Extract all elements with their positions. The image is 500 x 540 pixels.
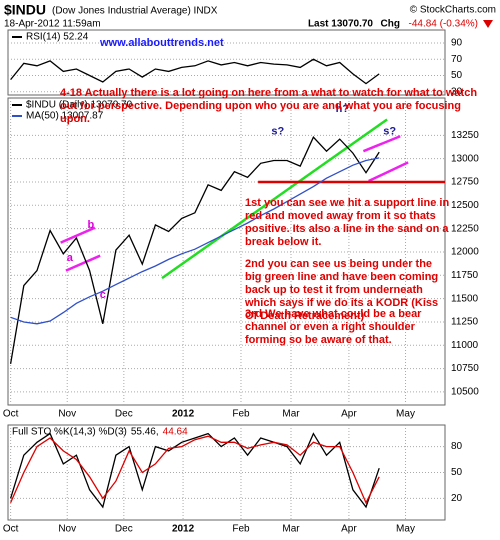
- y-tick-label: 30: [451, 86, 463, 97]
- y-tick-label: 12500: [451, 200, 479, 211]
- x-tick-label: Apr: [341, 409, 357, 420]
- copyright: © StockCharts.com: [410, 5, 496, 16]
- y-tick-label: 10500: [451, 387, 479, 398]
- legend-label: $INDU (Daily) 13070.70: [26, 100, 133, 111]
- y-tick-label: 80: [451, 441, 463, 452]
- y-tick-label: 11250: [451, 317, 479, 328]
- legend-label: 55.46,: [131, 427, 159, 438]
- annotation-line: [368, 161, 409, 183]
- series-line: [10, 435, 380, 505]
- annotation-label: b: [88, 219, 95, 231]
- y-tick-label: 50: [451, 70, 463, 81]
- down-arrow: [483, 20, 493, 28]
- instrument-name: (Dow Jones Industrial Average) INDX: [52, 6, 218, 17]
- annotation-label: h?: [336, 103, 350, 115]
- x-tick-label: Feb: [232, 524, 250, 535]
- x-tick-label: Mar: [282, 524, 300, 535]
- y-tick-label: 12750: [451, 177, 479, 188]
- symbol: $INDU: [4, 2, 46, 18]
- x-tick-label: Nov: [58, 524, 76, 535]
- x-tick-label: Apr: [341, 524, 357, 535]
- x-tick-label: Dec: [115, 409, 133, 420]
- y-tick-label: 90: [451, 38, 463, 49]
- panel-frame: [7, 29, 446, 96]
- x-tick-label: Mar: [282, 409, 300, 420]
- y-tick-label: 70: [451, 54, 463, 65]
- y-tick-label: 11000: [451, 340, 479, 351]
- y-tick-label: 11750: [451, 270, 479, 281]
- y-tick-label: 50: [451, 467, 463, 478]
- annotation-line: [65, 254, 101, 272]
- x-tick-label: Oct: [3, 524, 19, 535]
- y-tick-label: 13000: [451, 153, 479, 164]
- annotation-label: s?: [383, 125, 396, 137]
- note: 1st you can see we hit a support line in…: [245, 197, 450, 248]
- change-label: Chg: [381, 19, 400, 30]
- x-tick-label: Oct: [3, 409, 19, 420]
- x-tick-label: Feb: [232, 409, 250, 420]
- y-tick-label: 12250: [451, 223, 479, 234]
- panel-title: Full STO %K(14,3) %D(3): [12, 427, 127, 438]
- change-value: -44.84 (-0.34%): [409, 19, 478, 30]
- annotation-line: [362, 135, 401, 153]
- legend-label: RSI(14) 52.24: [26, 32, 89, 43]
- x-tick-label: May: [396, 524, 415, 535]
- x-tick-label: 2012: [172, 524, 195, 535]
- y-tick-label: 11500: [451, 293, 479, 304]
- note: 2nd you can see us being under the big g…: [245, 258, 439, 322]
- annotation-line: [60, 226, 96, 244]
- x-tick-label: May: [396, 409, 415, 420]
- last-price: Last 13070.70: [308, 19, 373, 30]
- series-line: [10, 58, 380, 85]
- note: 3rd We have what could be a bear channel…: [245, 308, 422, 346]
- note: 4-18 Actually there is a lot going on he…: [60, 87, 478, 125]
- annotation-label: s?: [271, 125, 284, 137]
- y-tick-label: 20: [451, 493, 463, 504]
- annotation-line: [161, 118, 388, 280]
- series-line: [10, 157, 380, 325]
- y-tick-label: 13250: [451, 130, 479, 141]
- series-line: [9, 136, 380, 365]
- legend-label: 44.64: [163, 427, 188, 438]
- panel-frame: [7, 424, 446, 521]
- date: 18-Apr-2012 11:59am: [4, 19, 101, 30]
- x-tick-label: 2012: [172, 409, 195, 420]
- site-url: www.allabouttrends.net: [100, 37, 224, 49]
- x-tick-label: Nov: [58, 409, 76, 420]
- y-tick-label: 12000: [451, 247, 479, 258]
- annotation-label: a: [67, 252, 74, 264]
- annotation-label: c: [100, 289, 106, 301]
- series-line: [9, 432, 380, 509]
- x-tick-label: Dec: [115, 524, 133, 535]
- legend-label: MA(50) 13007.87: [26, 111, 104, 122]
- y-tick-label: 10750: [451, 363, 479, 374]
